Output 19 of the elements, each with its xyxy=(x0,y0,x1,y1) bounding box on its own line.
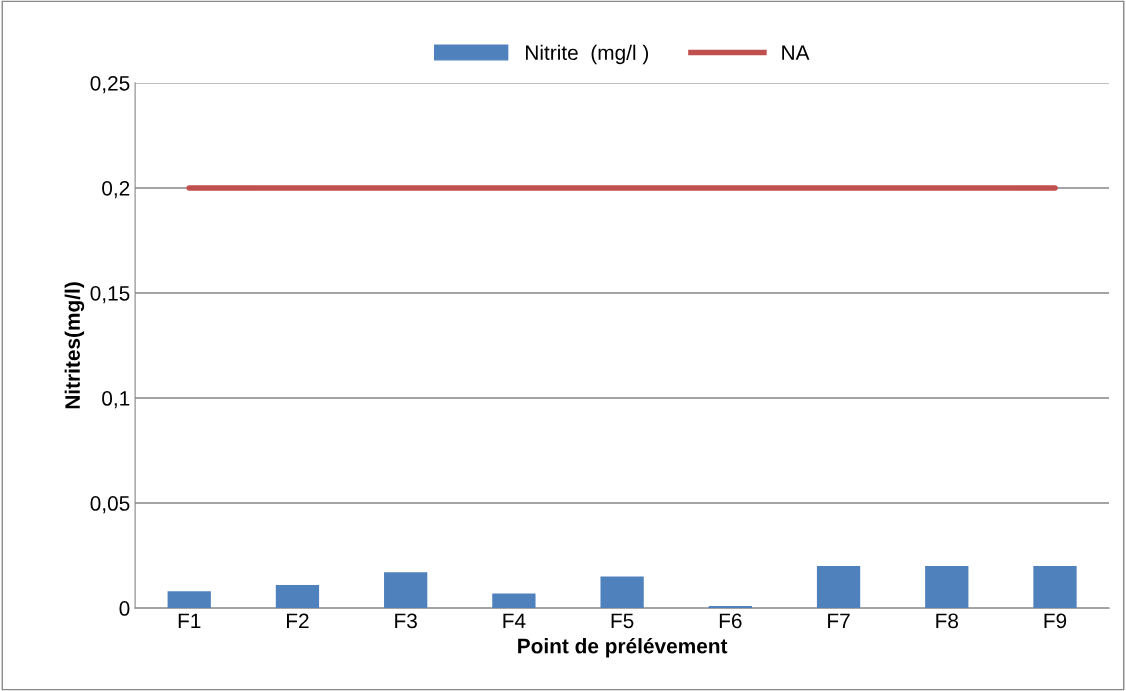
y-tick-label: 0,25 xyxy=(90,75,130,94)
x-tick-label: F3 xyxy=(395,613,417,629)
x-tick-label: F5 xyxy=(611,613,634,629)
legend-label: Nitrite (mg/l ) xyxy=(526,44,649,65)
x-tick-label: F2 xyxy=(287,613,309,629)
legend-label: NA xyxy=(782,45,810,60)
x-tick-label: F4 xyxy=(503,613,526,629)
y-tick-label: 0,2 xyxy=(102,180,130,199)
y-axis-title: Nitrites(mg/l) xyxy=(64,282,85,409)
x-tick-label: F9 xyxy=(1044,613,1067,629)
x-tick-label: F7 xyxy=(828,613,850,629)
y-tick-label: 0,1 xyxy=(102,391,130,409)
x-axis-title: Point de prélévement xyxy=(518,637,728,658)
y-tick-label: 0,15 xyxy=(90,285,130,304)
y-tick-label: 0,05 xyxy=(90,496,130,514)
x-tick-label: F1 xyxy=(178,613,201,629)
x-tick-label: F8 xyxy=(936,613,959,629)
y-tick-label: 0 xyxy=(119,601,130,616)
x-tick-label: F6 xyxy=(719,613,742,629)
